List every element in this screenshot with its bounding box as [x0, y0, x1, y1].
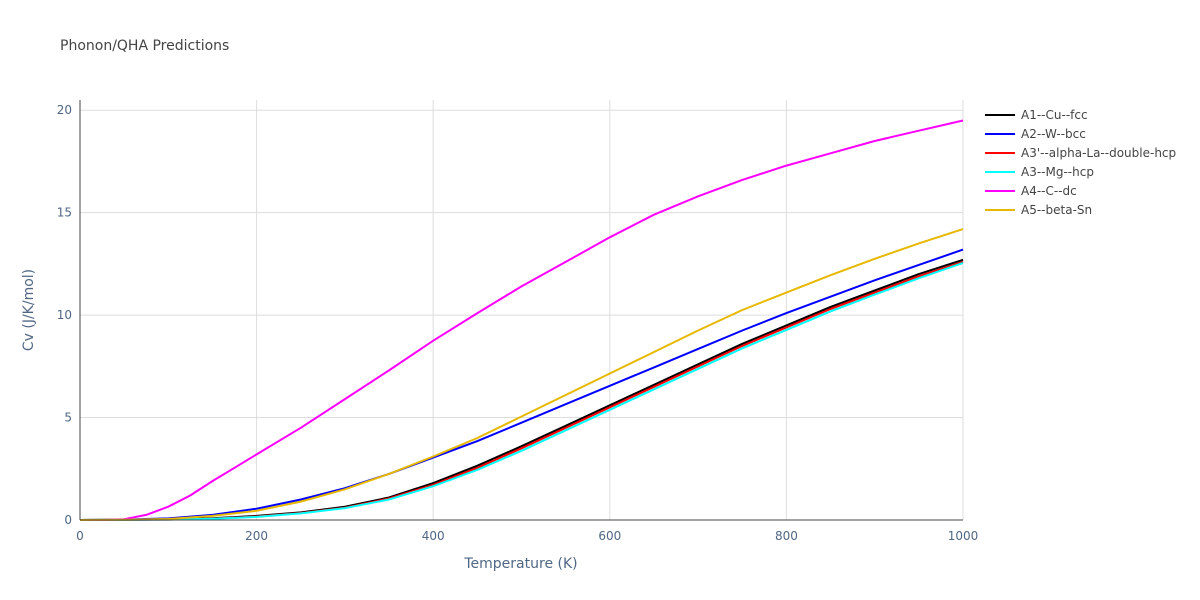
legend-label: A3--Mg--hcp [1021, 165, 1094, 179]
y-tick-label: 5 [64, 411, 72, 425]
y-axis-title: Cv (J/K/mol) [21, 269, 37, 351]
series-line-4 [80, 119, 964, 521]
y-tick-label: 0 [64, 513, 72, 527]
axes [79, 100, 963, 521]
series-line-3 [79, 261, 964, 521]
y-tick-label: 20 [57, 103, 72, 117]
chart-title: Phonon/QHA Predictions [60, 38, 229, 54]
x-tick-label: 1000 [948, 529, 979, 543]
series-line-1 [79, 248, 964, 521]
y-tick-label: 10 [57, 308, 72, 322]
x-tick-label: 400 [422, 529, 445, 543]
legend-label: A5--beta-Sn [1021, 203, 1092, 217]
legend-label: A1--Cu--fcc [1021, 108, 1088, 122]
x-tick-label: 0 [76, 529, 84, 543]
series-line-5 [79, 228, 964, 521]
tick-labels: 0 200 400 600 800 1000 0 5 10 15 20 [57, 103, 979, 543]
legend-label: A2--W--bcc [1021, 127, 1086, 141]
x-tick-label: 800 [775, 529, 798, 543]
legend-label: A4--C--dc [1021, 184, 1077, 198]
series-lines [79, 119, 964, 521]
y-tick-label: 15 [57, 206, 72, 220]
x-tick-label: 600 [598, 529, 621, 543]
x-axis-title: Temperature (K) [463, 556, 577, 572]
legend-label: A3'--alpha-La--double-hcp [1021, 146, 1176, 160]
legend: A1--Cu--fcc A2--W--bcc A3'--alpha-La--doub… [985, 108, 1176, 217]
x-tick-label: 200 [245, 529, 268, 543]
